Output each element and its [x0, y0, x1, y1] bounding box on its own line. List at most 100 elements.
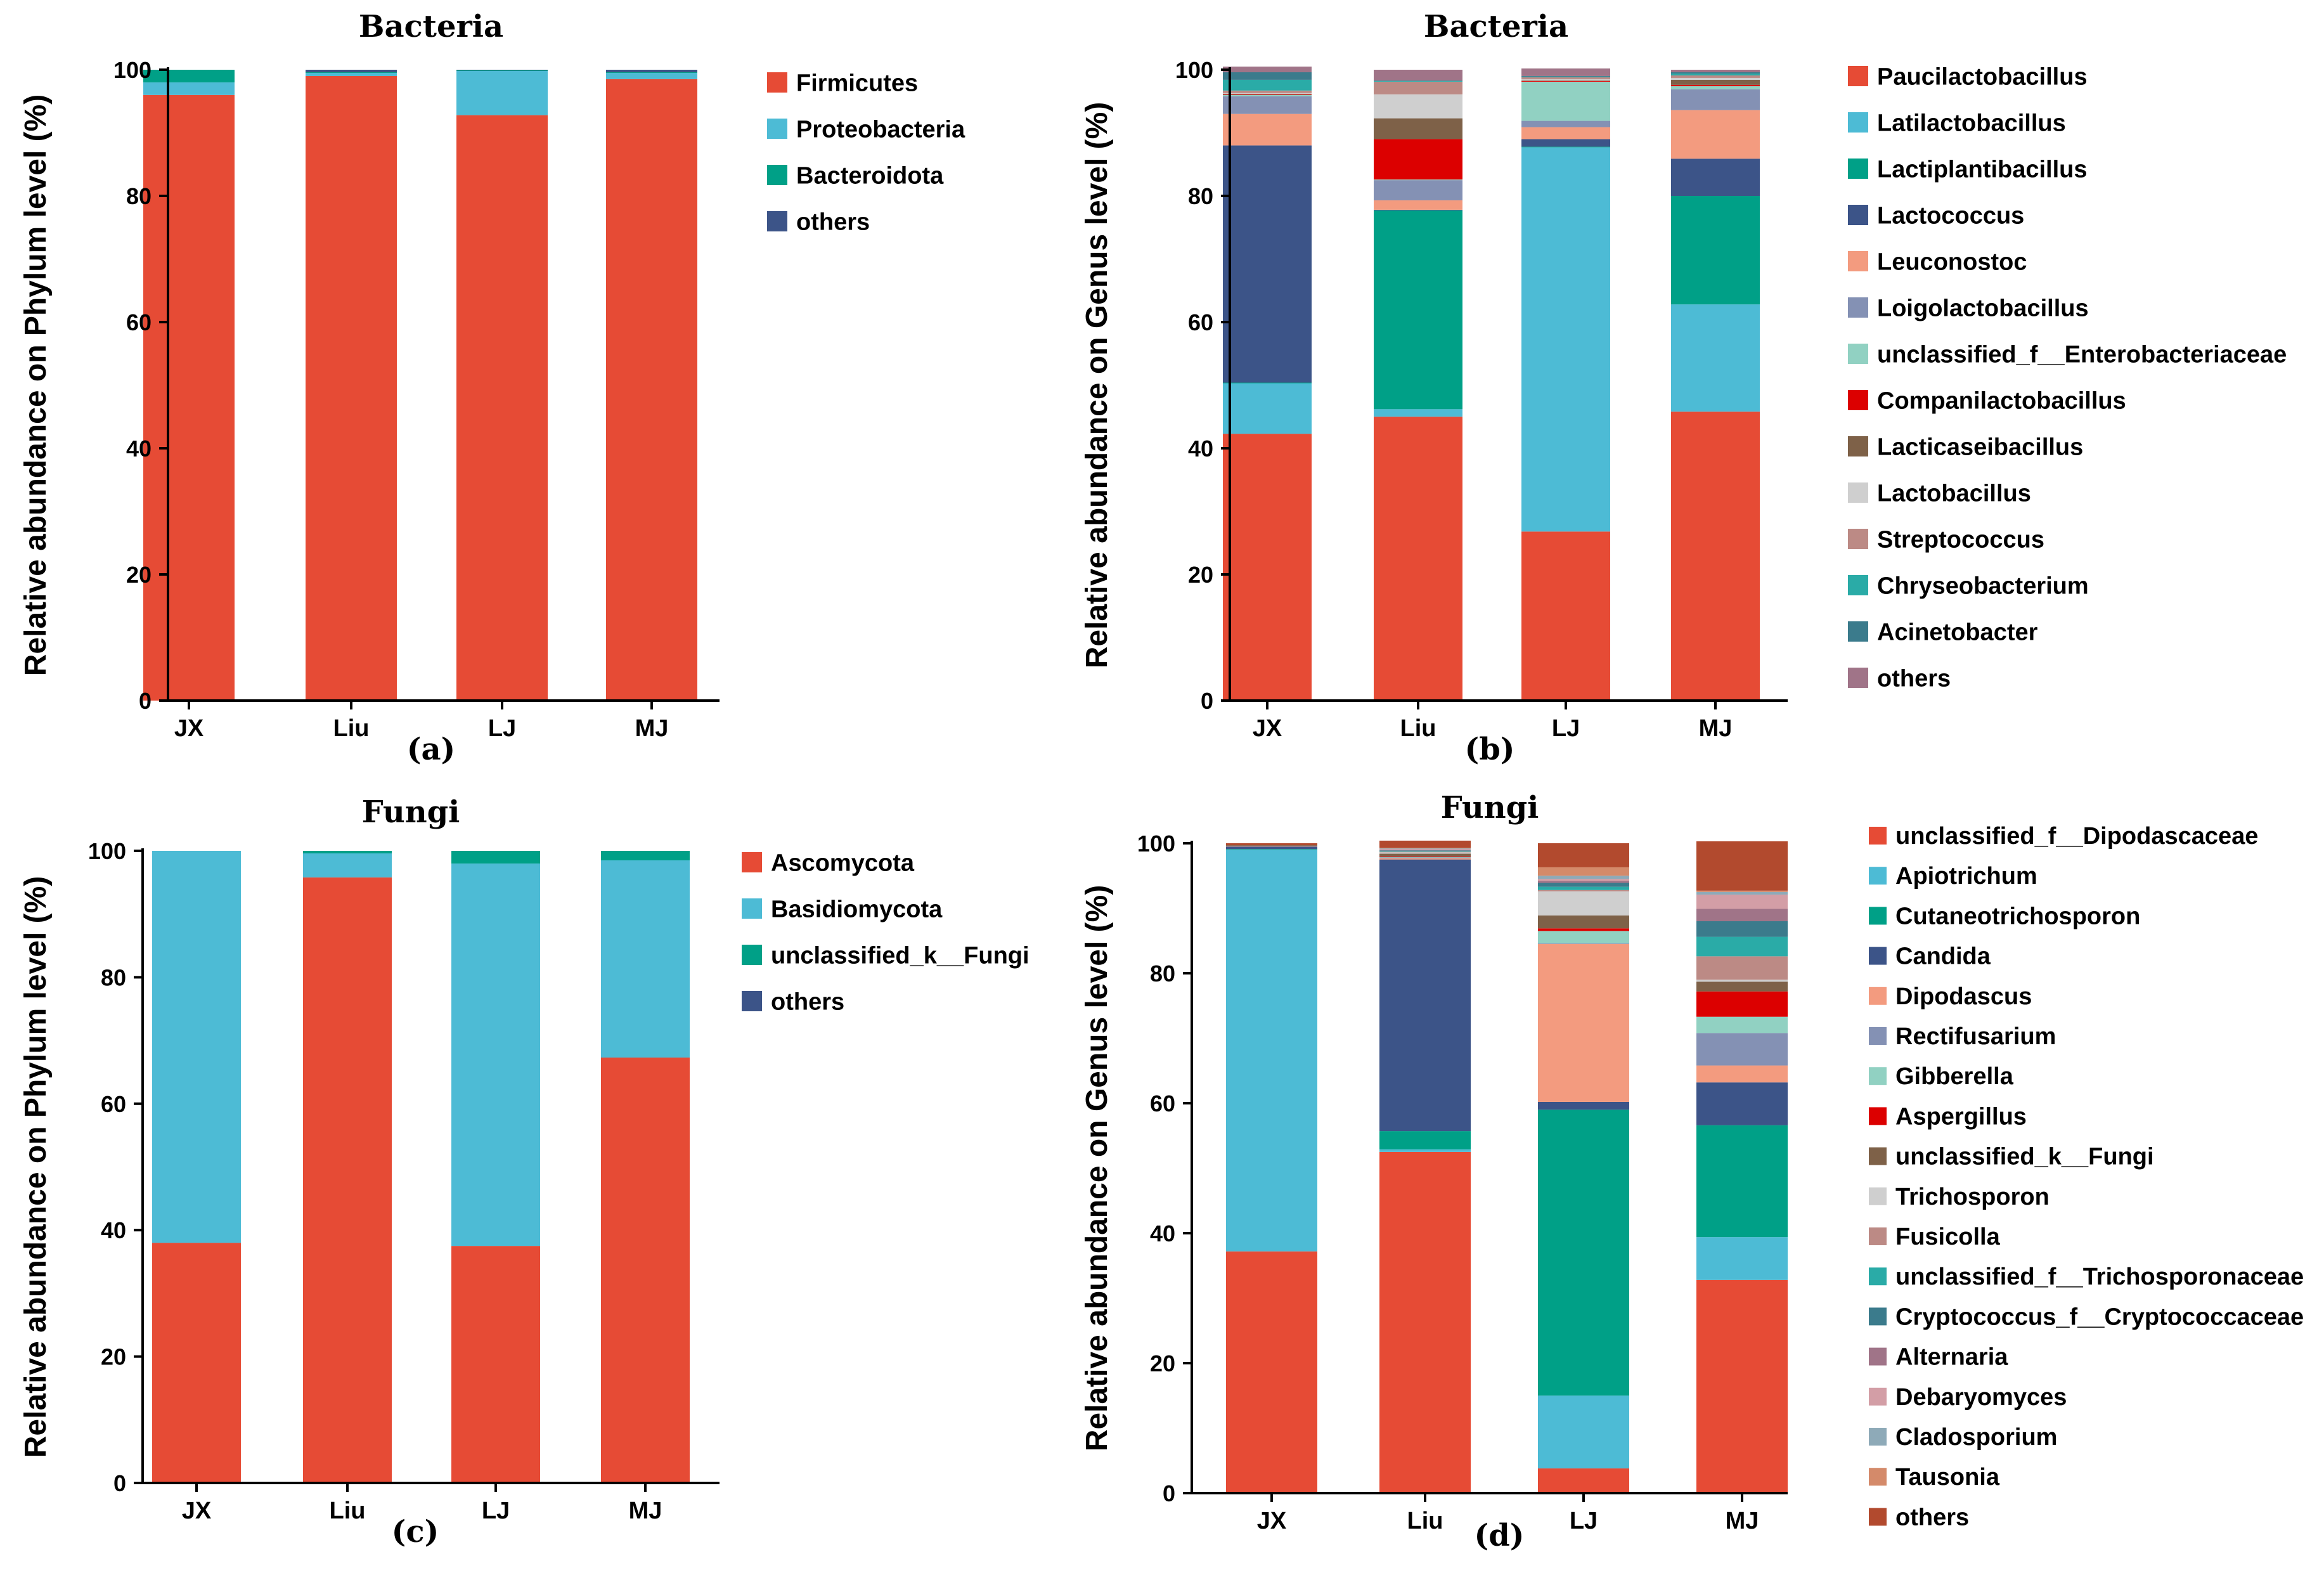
- bar-segment-jx-ascomycota: [152, 1243, 241, 1483]
- bar-segment-mj-ascomycota: [601, 1058, 690, 1483]
- bar-segment-lj-latilactobacillus: [1521, 147, 1610, 532]
- bar-segment-jx-cutaneotrichosporon: [1226, 849, 1317, 850]
- x-tick-label-liu: Liu: [1400, 715, 1436, 742]
- bar-segment-liu-unclassified-k-fungi: [1379, 853, 1471, 857]
- legend-swatch-candida: [1869, 947, 1887, 965]
- bar-segment-mj-cutaneotrichosporon: [1696, 1125, 1788, 1238]
- legend-label: Loigolactobacillus: [1877, 295, 2089, 322]
- bar-segment-liu-streptococcus: [1374, 81, 1462, 94]
- bar-segment-mj-gibberella: [1696, 1016, 1788, 1033]
- legend-swatch-latilactobacillus: [1848, 112, 1868, 133]
- y-tick-label: 60: [126, 309, 152, 335]
- legend-label: Latilactobacillus: [1877, 110, 2066, 137]
- x-tick-label-mj: MJ: [1699, 715, 1733, 742]
- legend-label: unclassified_k__Fungi: [1895, 1144, 2154, 1170]
- legend-label: Debaryomyces: [1895, 1384, 2067, 1411]
- bar-segment-jx-lactococcus: [1223, 145, 1312, 383]
- y-tick-label: 100: [113, 57, 152, 83]
- bar-segment-liu-gibberella: [1379, 857, 1471, 858]
- legend-label: unclassified_f__Trichosporonaceae: [1895, 1264, 2304, 1290]
- legend-swatch-loigolactobacillus: [1848, 297, 1868, 318]
- x-tick-label-jx: JX: [1257, 1508, 1287, 1534]
- y-tick-label: 100: [1175, 57, 1213, 83]
- y-axis-label: Relative abundance on Genus level (%): [1080, 885, 1114, 1452]
- chart-title: Fungi: [362, 794, 460, 830]
- bar-segment-liu-dipodascus: [1379, 858, 1471, 860]
- bar-segment-mj-acinetobacter: [1671, 72, 1760, 74]
- bar-segment-mj-dipodascus: [1696, 1065, 1788, 1083]
- y-tick-label: 40: [101, 1217, 126, 1243]
- bar-segment-mj-trichosporon: [1696, 980, 1788, 982]
- bar-segment-mj-proteobacteria: [606, 72, 697, 79]
- bar-segment-mj-cladosporium: [1696, 891, 1788, 895]
- legend-swatch-leuconostoc: [1848, 251, 1868, 271]
- bar-segment-lj-dipodascus: [1538, 943, 1629, 1102]
- bar-segment-lj-alternaria: [1538, 881, 1629, 883]
- bar-segment-jx-candida: [1226, 846, 1317, 850]
- x-tick-label-jx: JX: [174, 715, 204, 742]
- y-tick-label: 80: [1150, 961, 1175, 987]
- legend-swatch-bacteroidota: [767, 165, 787, 185]
- bar-segment-liu-cladosporium: [1379, 848, 1471, 850]
- bar-segment-mj-tausonia: [1696, 890, 1788, 892]
- bar-segment-jx-basidiomycota: [152, 851, 241, 1243]
- x-tick-label-liu: Liu: [330, 1498, 366, 1524]
- legend-swatch-apiotrichum: [1869, 867, 1887, 885]
- bar-segment-mj-aspergillus: [1696, 991, 1788, 1017]
- x-tick-label-liu: Liu: [333, 715, 370, 742]
- bar-segment-lj-apiotrichum: [1538, 1395, 1629, 1469]
- bar-segment-lj-others: [1521, 68, 1610, 76]
- legend-swatch-trichosporon: [1869, 1187, 1887, 1205]
- bar-segment-lj-cryptococcus-f-cryptococcaceae: [1538, 883, 1629, 887]
- legend-swatch-dipodascus: [1869, 987, 1887, 1005]
- legend-label: Companilactobacillus: [1877, 388, 2126, 415]
- bar-segment-mj-firmicutes: [606, 79, 697, 701]
- bar-segment-liu-unclassified-f-dipodascaceae: [1379, 1151, 1471, 1493]
- bar-segment-lj-ascomycota: [451, 1246, 540, 1483]
- legend-swatch-alternaria: [1869, 1347, 1887, 1366]
- legend-label: Candida: [1895, 943, 1991, 970]
- y-tick-label: 40: [126, 436, 152, 462]
- y-tick-label: 60: [101, 1091, 126, 1117]
- legend-label: Fusicolla: [1895, 1224, 2001, 1250]
- legend-label: others: [1895, 1504, 1969, 1531]
- bar-segment-jx-leuconostoc: [1223, 113, 1312, 146]
- legend-label: Tausonia: [1895, 1464, 2000, 1491]
- legend-label: Lactiplantibacillus: [1877, 157, 2088, 183]
- legend-swatch-streptococcus: [1848, 529, 1868, 549]
- legend: Paucilactobacillus Latilactobacillus Lacti…: [1848, 64, 2287, 692]
- legend-swatch-ascomycota: [742, 852, 762, 872]
- legend-label: Lactobacillus: [1877, 481, 2031, 507]
- legend-swatch-lacticaseibacillus: [1848, 436, 1868, 456]
- x-tick-label-liu: Liu: [1407, 1508, 1443, 1534]
- bar-segment-lj-gibberella: [1538, 931, 1629, 943]
- bar-segment-lj-loigolactobacillus: [1521, 120, 1610, 127]
- legend-label: unclassified_f__Dipodascaceae: [1895, 823, 2258, 850]
- bar-segment-mj-unclassified-k-fungi: [601, 851, 690, 860]
- bar-segment-lj-rectifusarium: [1538, 943, 1629, 944]
- legend-label: others: [796, 209, 870, 236]
- bar-segment-lj-paucilactobacillus: [1521, 531, 1610, 701]
- y-tick-label: 0: [139, 688, 152, 714]
- legend: unclassified_f__Dipodascaceae Apiotrichum…: [1869, 823, 2304, 1531]
- bar-segment-liu-lactobacillus: [1374, 94, 1462, 119]
- bar-segment-liu-cryptococcus-f-cryptococcaceae: [1379, 850, 1471, 851]
- x-tick-label-lj: LJ: [1552, 715, 1580, 742]
- bar-segment-mj-others: [1696, 841, 1788, 891]
- bar-segment-mj-alternaria: [1696, 909, 1788, 921]
- panel-label: (a): [407, 732, 456, 767]
- bar-segment-lj-lactococcus: [1521, 139, 1610, 147]
- legend-label: Firmicutes: [796, 70, 918, 97]
- bar-segment-mj-fusicolla: [1696, 956, 1788, 980]
- bar-segment-lj-companilactobacillus: [1521, 81, 1610, 82]
- y-axis-label: Relative abundance on Genus level (%): [1080, 102, 1114, 669]
- legend-swatch-fusicolla: [1869, 1227, 1887, 1245]
- bar-segment-mj-loigolactobacillus: [1671, 89, 1760, 110]
- legend-label: Leuconostoc: [1877, 249, 2027, 276]
- y-tick-label: 100: [88, 838, 126, 864]
- panel-b-genus-bacteria: Bacteria 0 20 40 60 80 100 JX Liu LJ MJ Relative ab…: [1080, 9, 2287, 767]
- bar-segment-liu-candida: [1379, 859, 1471, 1132]
- y-tick-label: 80: [126, 183, 152, 209]
- bar-segment-lj-unclassified-f-dipodascaceae: [1538, 1468, 1629, 1493]
